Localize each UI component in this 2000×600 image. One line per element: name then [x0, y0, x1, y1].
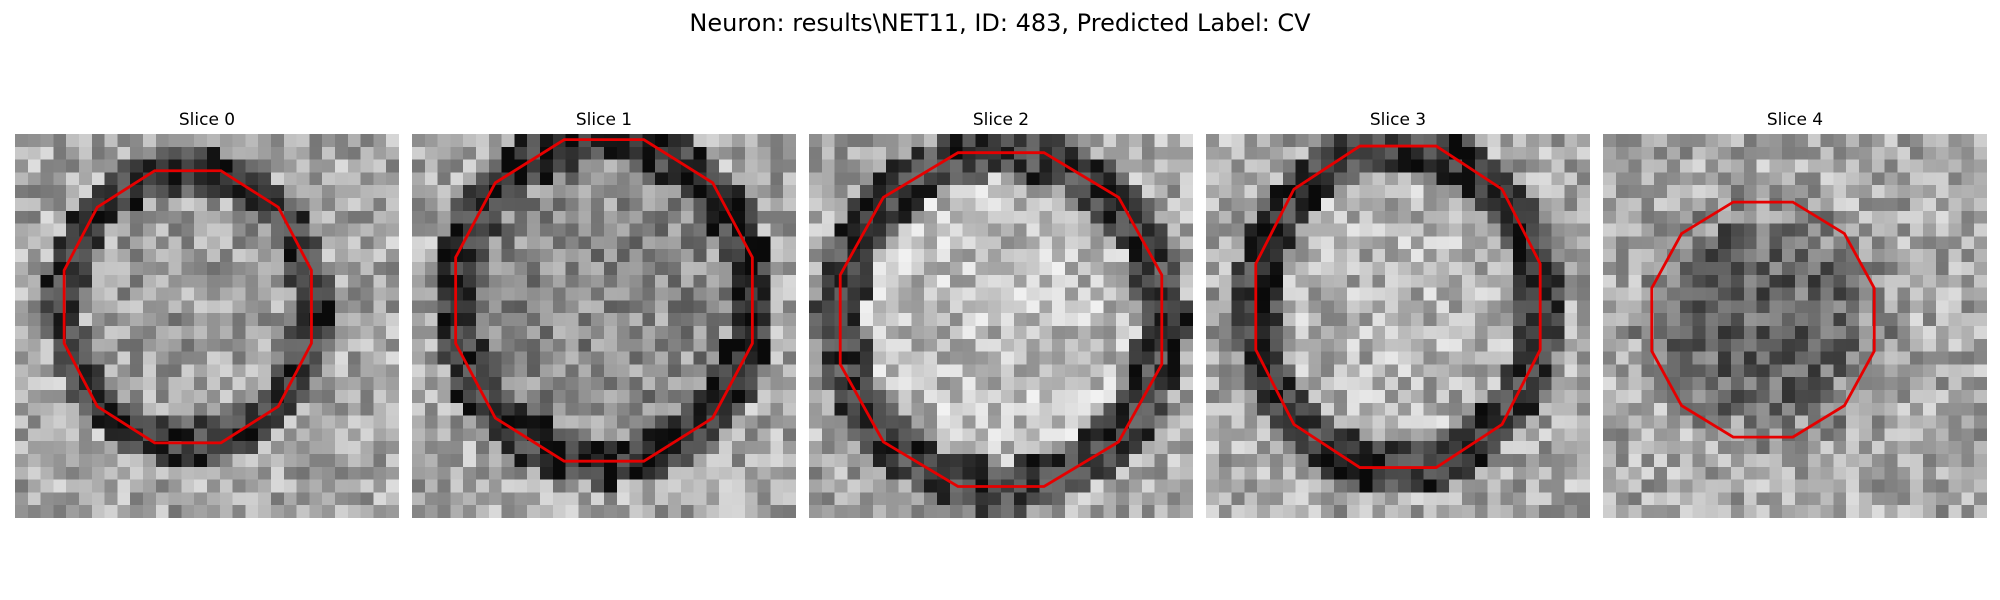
slice-title: Slice 0: [178, 110, 236, 130]
slice-panel-2: Slice 2: [809, 108, 1193, 520]
slice-panel-1: Slice 1: [412, 108, 796, 520]
slice-image: [809, 134, 1193, 518]
slice-title: Slice 4: [1766, 110, 1824, 130]
slice-title: Slice 3: [1369, 110, 1427, 130]
contour-outline: [838, 151, 1164, 488]
figure-title: Neuron: results\NET11, ID: 483, Predicte…: [689, 9, 1311, 37]
slice-panel-3: Slice 3: [1206, 108, 1590, 520]
slice-image: [1603, 134, 1987, 518]
contour-outline: [62, 169, 313, 445]
slice-image: [15, 134, 399, 518]
slice-title: Slice 2: [972, 110, 1030, 130]
slice-panel-4: Slice 4: [1603, 108, 1987, 520]
slice-title: Slice 1: [575, 110, 633, 130]
contour-outline: [1254, 144, 1542, 469]
slice-image: [412, 134, 796, 518]
slice-panel-0: Slice 0: [15, 108, 399, 520]
contour-outline: [1650, 200, 1876, 439]
slice-image: [1206, 134, 1590, 518]
contour-outline: [454, 138, 754, 463]
